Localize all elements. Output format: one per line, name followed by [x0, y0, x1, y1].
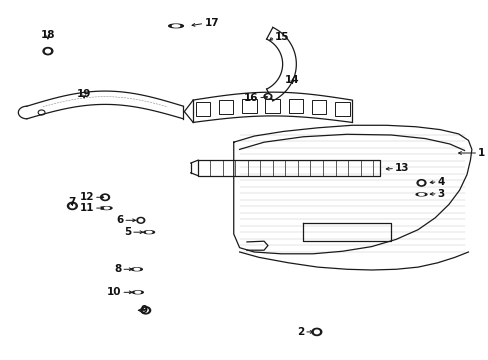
Text: 19: 19 — [77, 89, 91, 99]
Bar — [264, 99, 279, 113]
Bar — [218, 100, 233, 114]
Circle shape — [102, 196, 107, 199]
Text: 13: 13 — [394, 163, 409, 174]
Circle shape — [143, 309, 148, 312]
Circle shape — [416, 180, 425, 186]
Circle shape — [139, 219, 142, 222]
Text: 11: 11 — [79, 203, 94, 213]
Text: 15: 15 — [274, 32, 289, 42]
Circle shape — [419, 181, 423, 184]
Circle shape — [101, 194, 109, 201]
Text: 9: 9 — [140, 305, 147, 315]
Circle shape — [311, 328, 321, 336]
Text: 2: 2 — [296, 327, 304, 337]
Ellipse shape — [101, 207, 112, 210]
Ellipse shape — [418, 194, 424, 195]
Circle shape — [45, 49, 50, 53]
Text: 4: 4 — [437, 177, 444, 187]
Ellipse shape — [146, 231, 151, 233]
Ellipse shape — [143, 231, 154, 234]
Text: 18: 18 — [41, 30, 55, 40]
Bar — [242, 99, 256, 113]
Ellipse shape — [134, 269, 140, 270]
Text: 17: 17 — [204, 18, 219, 28]
Circle shape — [141, 307, 150, 314]
Circle shape — [264, 94, 271, 99]
Text: 16: 16 — [243, 93, 258, 103]
Text: 7: 7 — [68, 197, 76, 207]
Text: 12: 12 — [79, 192, 94, 202]
Ellipse shape — [172, 25, 180, 27]
Ellipse shape — [168, 24, 183, 28]
Ellipse shape — [104, 207, 109, 209]
Ellipse shape — [131, 268, 142, 271]
Ellipse shape — [135, 292, 141, 293]
Text: 6: 6 — [116, 215, 123, 225]
Bar — [311, 100, 326, 114]
Text: 5: 5 — [123, 227, 131, 237]
Circle shape — [67, 202, 77, 210]
Ellipse shape — [132, 291, 143, 294]
Text: 3: 3 — [437, 189, 444, 199]
Bar — [288, 99, 303, 113]
Text: 14: 14 — [285, 75, 299, 85]
Ellipse shape — [415, 193, 426, 196]
Text: 10: 10 — [106, 287, 121, 297]
Circle shape — [265, 95, 269, 98]
Circle shape — [137, 217, 144, 223]
Bar — [195, 102, 210, 116]
Text: 1: 1 — [477, 148, 485, 158]
Circle shape — [70, 204, 75, 208]
Circle shape — [43, 48, 53, 55]
Text: 8: 8 — [114, 264, 121, 274]
Circle shape — [314, 330, 319, 334]
Bar — [334, 102, 349, 116]
